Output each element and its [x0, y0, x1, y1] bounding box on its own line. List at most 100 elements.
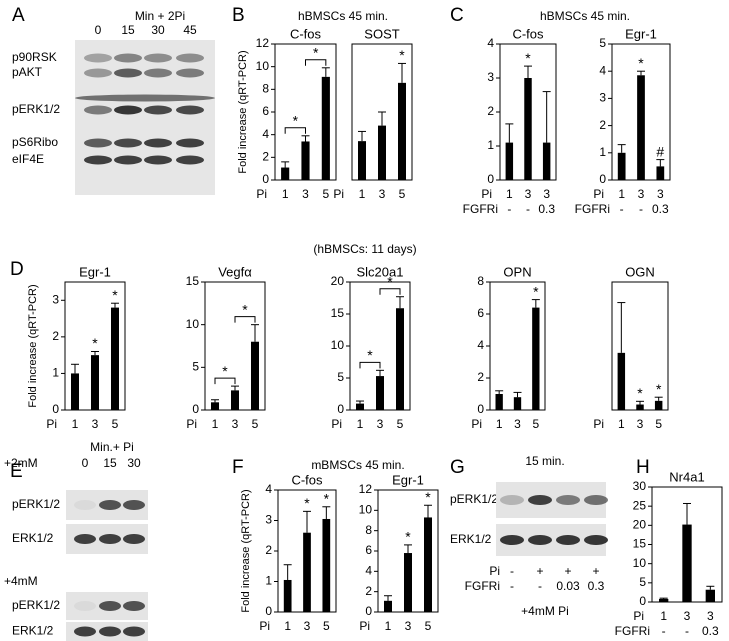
bar: [356, 403, 364, 410]
bar: [705, 589, 715, 602]
bar: [384, 600, 392, 612]
blot-header: Min.+ Pi: [90, 440, 134, 454]
y-tick-label: 4: [365, 564, 372, 578]
bar: [396, 308, 404, 410]
blot-band: [99, 534, 121, 544]
x-tick-label: 1: [506, 187, 513, 201]
panel-header: hBMSCs 45 min.: [298, 9, 388, 23]
error-bar: [91, 350, 99, 356]
blot-band: [144, 68, 172, 78]
blot-band: [74, 601, 96, 611]
x-tick-label: 3: [707, 609, 714, 623]
row-label: ERK1/2: [12, 624, 54, 638]
error-bar: [384, 595, 392, 601]
error-bar: [424, 504, 432, 518]
y-tick-label: 4: [599, 63, 606, 77]
y-tick-label: 10: [359, 503, 373, 517]
x-tick-label: 5: [323, 619, 330, 633]
x-tick-label: 3: [379, 187, 386, 201]
blot-band: [176, 53, 204, 63]
x-axis-label-2: FGFRi: [615, 624, 650, 638]
x-axis-label: Pi: [593, 187, 604, 201]
blot-band: [84, 138, 112, 148]
blot-band: [528, 495, 552, 505]
chart-title: Nr4a1: [669, 469, 704, 484]
blot-band: [99, 500, 121, 510]
condition-value: -: [538, 579, 542, 593]
group-label: +2mM: [4, 456, 38, 470]
error-bar: [322, 506, 331, 519]
y-tick-label: 3: [265, 513, 272, 527]
bar: [281, 167, 290, 180]
panel-header: (hBMSCs: 11 days): [313, 242, 416, 256]
y-tick-label: 10: [186, 317, 200, 331]
y-tick-label: 15: [186, 274, 200, 288]
error-bar: [706, 585, 715, 590]
y-tick-label: 6: [477, 306, 484, 320]
error-bar: [513, 391, 522, 398]
bar: [211, 402, 219, 410]
panel-letter: G: [450, 457, 465, 478]
x-axis-label: Pi: [593, 417, 604, 431]
condition-label: FGFRi: [465, 579, 500, 593]
error-bar: [495, 390, 504, 394]
y-tick-label: 2: [599, 118, 606, 132]
panel-letter: D: [10, 259, 24, 280]
panel-letter: A: [12, 5, 25, 26]
y-tick-label: 2: [265, 543, 272, 557]
y-tick-label: 10: [331, 338, 345, 352]
y-tick-label: 20: [331, 274, 345, 288]
blot-band: [584, 535, 608, 545]
bar: [637, 75, 645, 180]
x-tick-label: 3: [377, 417, 384, 431]
error-bar: [211, 399, 219, 403]
x-tick-label: 1: [359, 187, 366, 201]
x-axis-label-2: FGFRi: [575, 202, 610, 216]
y-tick-label: 1: [265, 574, 272, 588]
bar: [513, 397, 522, 410]
y-tick-label: 3: [487, 70, 494, 84]
chart-title: Slc20a1: [357, 264, 404, 279]
blot-band: [99, 626, 121, 637]
condition-value: +: [564, 564, 571, 578]
panel-header: hBMSCs 45 min.: [540, 9, 630, 23]
bracket-label: *: [293, 113, 299, 129]
blot-band: [144, 155, 172, 165]
blot-band: [74, 500, 96, 510]
x-axis-label: Pi: [359, 619, 370, 633]
significance-mark: *: [304, 495, 310, 511]
x-axis-label-2: FGFRi: [463, 202, 498, 216]
bracket-label: *: [222, 363, 228, 379]
error-bar: [376, 369, 384, 377]
significance-mark: *: [405, 529, 411, 545]
significance-mark: *: [425, 489, 431, 505]
bar: [378, 125, 386, 180]
x-tick-label-2: -: [685, 624, 689, 638]
x-axis-label: Pi: [333, 187, 344, 201]
x-tick-label: 3: [543, 187, 550, 201]
blot-band: [176, 138, 204, 148]
y-tick-label: 10: [633, 556, 647, 570]
bar: [111, 307, 119, 410]
y-tick-label: 8: [262, 82, 269, 96]
error-bar: [656, 159, 665, 167]
chart-title: C-fos: [290, 26, 322, 41]
y-tick-label: 0: [487, 172, 494, 186]
blot-band: [500, 535, 524, 545]
chart-title: Egr-1: [79, 264, 111, 279]
condition-value: -: [510, 579, 514, 593]
blot-header: 15 min.: [525, 454, 564, 468]
y-tick-label: 5: [639, 575, 646, 589]
blot-band: [176, 68, 204, 78]
x-tick-label: 5: [655, 417, 662, 431]
y-tick-label: 0: [337, 402, 344, 416]
error-bar: [404, 544, 412, 554]
panel-letter: E: [10, 461, 23, 482]
bar: [376, 376, 384, 410]
chart-title: OPN: [503, 264, 531, 279]
bracket-label: *: [387, 273, 393, 289]
lane-label: 0: [95, 23, 102, 37]
x-axis-label: Pi: [633, 609, 644, 623]
y-tick-label: 4: [262, 127, 269, 141]
x-tick-label: 1: [357, 417, 364, 431]
